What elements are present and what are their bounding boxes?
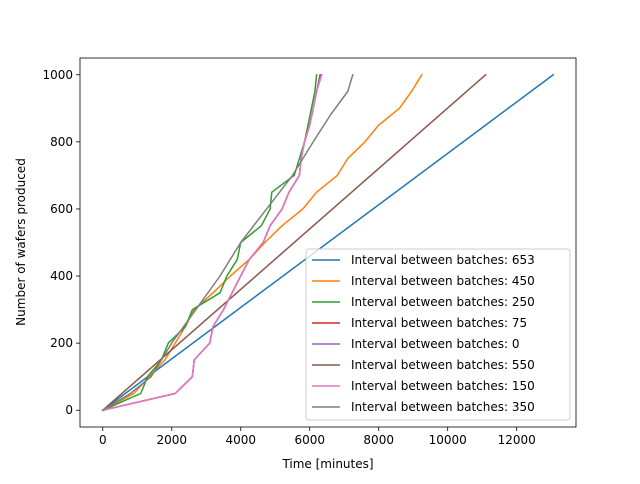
legend-label-5: Interval between batches: 550 xyxy=(351,358,535,372)
legend-label-4: Interval between batches: 0 xyxy=(351,337,519,351)
axes-frame xyxy=(79,57,577,428)
series-line-1 xyxy=(101,73,423,412)
y-axis-label: Number of wafers produced xyxy=(14,158,28,326)
legend-label-1: Interval between batches: 450 xyxy=(351,274,535,288)
x-tick-label: 4000 xyxy=(225,433,256,447)
x-tick-label: 0 xyxy=(99,433,107,447)
series-line-6 xyxy=(101,73,323,412)
legend-box xyxy=(305,248,571,421)
y-tick-label: 800 xyxy=(50,135,73,149)
x-axis-label: Time [minutes] xyxy=(281,457,373,471)
legend-label-6: Interval between batches: 150 xyxy=(351,379,535,393)
y-axis-ticks: 0 200 400 600 800 1000 xyxy=(42,68,80,417)
series-line-0 xyxy=(101,73,555,412)
y-tick-label: 600 xyxy=(50,202,73,216)
y-tick-label: 0 xyxy=(65,403,73,417)
axes xyxy=(79,57,577,428)
x-tick-label: 6000 xyxy=(294,433,325,447)
x-tick-label: 10000 xyxy=(429,433,467,447)
legend-label-2: Interval between batches: 250 xyxy=(351,295,535,309)
y-tick-label: 1000 xyxy=(42,68,73,82)
legend-label-7: Interval between batches: 350 xyxy=(351,400,535,414)
x-axis-ticks: 0 2000 4000 6000 8000 10000 12000 xyxy=(99,427,536,447)
x-tick-label: 12000 xyxy=(498,433,536,447)
series-lines xyxy=(101,73,555,412)
series-line-5 xyxy=(101,73,487,412)
legend: Interval between batches: 653 Interval be… xyxy=(305,248,571,421)
y-tick-label: 200 xyxy=(50,336,73,350)
x-tick-label: 2000 xyxy=(156,433,187,447)
x-tick-label: 8000 xyxy=(363,433,394,447)
series-line-7 xyxy=(101,73,354,412)
legend-label-0: Interval between batches: 653 xyxy=(351,253,535,267)
legend-label-3: Interval between batches: 75 xyxy=(351,316,527,330)
y-tick-label: 400 xyxy=(50,269,73,283)
